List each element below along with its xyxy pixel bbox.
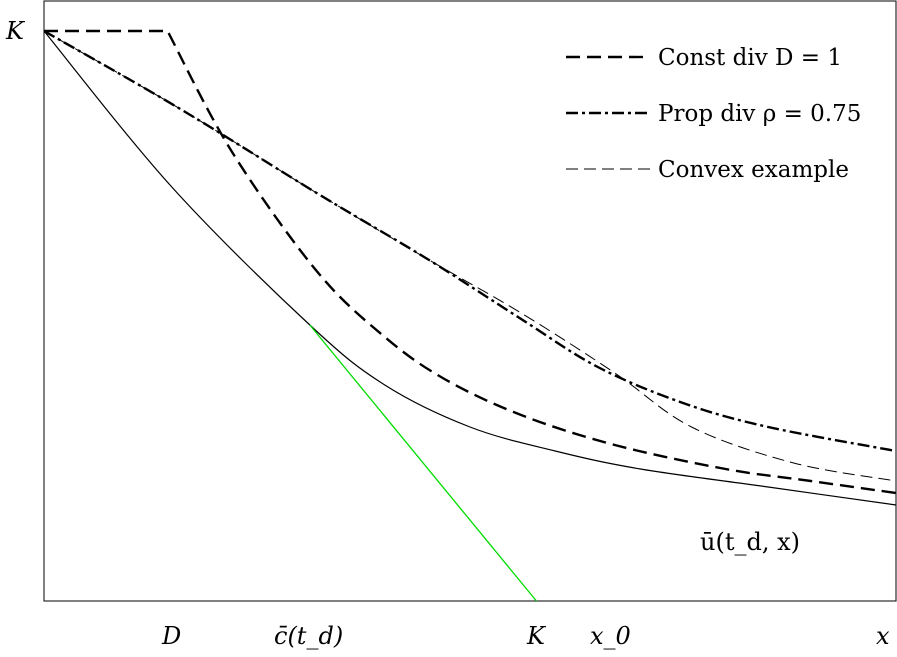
y-tick-label-k: K: [5, 17, 26, 45]
x-tick-label-k: K: [526, 622, 547, 650]
series-line-convex-example: [44, 31, 896, 481]
legend-label-prop-div: Prop div ρ = 0.75: [658, 101, 861, 127]
x-tick-label-d: D: [161, 622, 181, 650]
x-axis-label: x: [876, 622, 890, 650]
legend-label-convex-example: Convex example: [658, 157, 849, 183]
x-tick-label-x0: x_0: [590, 622, 631, 650]
x-tick-label-c-bar: c̄(t_d): [274, 622, 343, 650]
legend: Const div D = 1 Prop div ρ = 0.75 Convex…: [566, 45, 861, 183]
series-line-prop-div-0-75: [44, 31, 896, 451]
legend-label-const-div: Const div D = 1: [658, 45, 842, 71]
plot-frame: [44, 1, 896, 601]
curve-annotation-u-bar: ū(t_d, x): [700, 528, 800, 556]
